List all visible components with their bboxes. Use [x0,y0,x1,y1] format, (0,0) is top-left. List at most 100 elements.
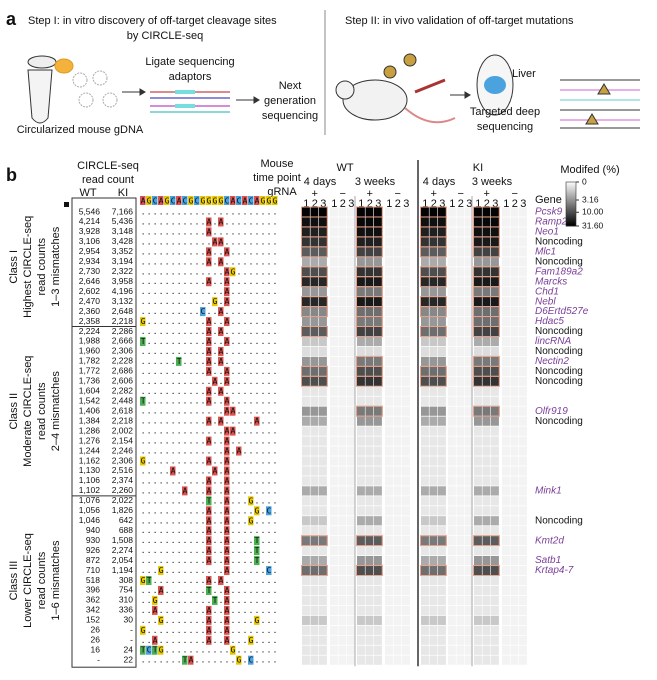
heat-cell [421,287,429,297]
heat-cell-neg [502,536,510,546]
heat-cell-neg [402,585,410,596]
colorbar-step [566,202,576,205]
heat-cell [302,436,310,446]
heat-cell-neg [393,476,402,486]
heat-cell-neg [448,277,456,287]
heat-cell [365,476,374,486]
sequence: ..A........A..A........ [141,605,279,615]
wt-count: 3,106 [79,236,101,246]
heat-cell-neg [338,316,347,327]
heat-cell [438,536,446,546]
heat-cell-neg [402,436,410,446]
heat-cell-neg [385,466,393,476]
mismatch-box [206,506,212,516]
base-box [266,196,272,205]
heat-cell [310,217,319,227]
heat-cell [491,456,499,466]
heat-cell [429,496,438,506]
heat-cell-neg [456,635,465,645]
hit-outline [473,246,500,258]
heat-cell-neg [519,595,527,606]
base-box [224,196,230,205]
heat-cell [374,446,382,456]
mismatch-box [182,655,188,665]
base-box [236,196,242,205]
heat-cell-neg [502,376,510,386]
heat-cell [429,546,438,556]
heat-cell [374,217,382,227]
heat-cell-neg [347,257,355,267]
heat-cell-neg [519,227,527,237]
mismatch-box [230,267,236,277]
heat-cell [482,546,491,556]
heat-cell [491,346,499,357]
heat-cell [319,207,327,217]
class-label: 1–3 mismatches [50,226,62,307]
heat-cell-neg [347,307,355,317]
heat-cell [482,207,491,217]
heat-cell [491,526,499,536]
label: Liver [512,68,536,80]
mismatch-box [224,456,230,466]
heat-cell-neg [402,506,410,516]
heat-cell-neg [519,376,527,386]
heat-cell-neg [393,526,402,536]
sequence: ...........A.A......... [141,256,279,266]
gene: Noncoding [535,346,583,357]
gene: Mlc1 [535,246,556,257]
heat-cell-neg [448,466,456,476]
heat-cell-neg [338,635,347,645]
heat-cell [429,466,438,476]
heat-cell [357,456,365,466]
heat-cell-neg [465,605,473,615]
sequence: T..........A..A........ [141,396,279,406]
heat-cell [374,207,382,217]
heat-cell-neg [338,336,347,347]
heat-cell-neg [519,536,527,546]
heat-cell [374,585,382,596]
heat-cell [421,376,429,386]
heat-cell-neg [347,227,355,237]
heat-cell-neg [510,277,519,287]
heat-cell-neg [330,496,338,506]
heat-cell [491,227,499,237]
heat-cell [357,536,365,546]
heat-cell [491,516,499,526]
heat-cell-neg [456,575,465,586]
heat-cell [365,207,374,217]
heat-cell [357,247,365,257]
heat-cell [365,307,374,317]
class-label: read counts [36,382,48,440]
heat-cell [438,585,446,596]
heat-cell [310,257,319,267]
colorbar-step [566,209,576,211]
heat-cell [319,356,327,366]
heat-cell-neg [330,376,338,386]
class-label: Class II [8,393,20,430]
colorbar-step [566,190,576,193]
heat-cell [374,615,382,625]
heat-cell [438,546,446,556]
heat-cell [374,506,382,516]
sequence: ...........A..A........ [141,276,279,286]
heat-cell-neg [347,267,355,277]
heat-cell-neg [385,237,393,247]
heat-cell [365,516,374,526]
heat-cell-neg [347,247,355,257]
mismatch-box [206,416,212,426]
ki-count: 2,448 [112,395,134,405]
heat-cell [474,356,482,366]
heat-cell [302,605,310,615]
heat-cell-neg [338,565,347,576]
mismatch-box [206,356,212,366]
replicate: 2 [395,198,401,210]
hit-outline [301,276,328,288]
heat-cell-neg [338,426,347,436]
ki-count: 2,054 [112,555,134,565]
heat-cell [482,595,491,606]
heat-cell [421,267,429,277]
heat-cell [302,277,310,287]
mismatch-box [206,526,212,536]
heat-cell [302,257,310,267]
colorbar-step [566,193,576,195]
